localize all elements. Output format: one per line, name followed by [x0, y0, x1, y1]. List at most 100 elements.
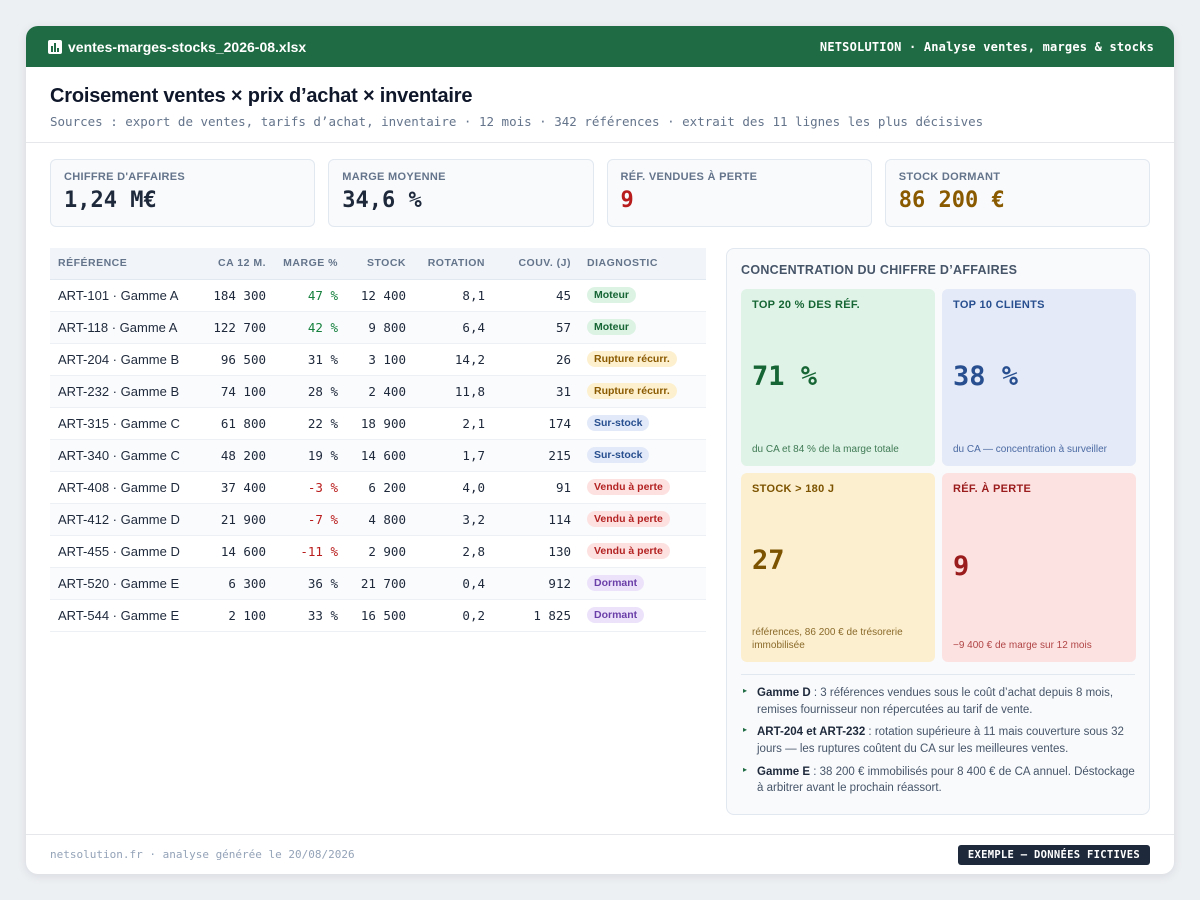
cell-margin[interactable]: 19 % [274, 439, 346, 472]
cell-rotation[interactable]: 8,1 [414, 279, 493, 312]
cell-rotation[interactable]: 0,2 [414, 599, 493, 632]
cell-margin[interactable]: 33 % [274, 599, 346, 632]
cell-diagnostic[interactable]: Sur-stock [579, 439, 706, 472]
cell-coverage[interactable]: 1 825 [493, 599, 579, 632]
column-header-margin[interactable]: MARGE % [274, 248, 346, 280]
cell-stock[interactable]: 6 200 [346, 471, 414, 504]
cell-stock[interactable]: 2 900 [346, 535, 414, 568]
arrow-right-icon: ▸ [743, 686, 748, 695]
cell-reference[interactable]: ART-118 · Gamme A [50, 311, 190, 344]
cell-rotation[interactable]: 0,4 [414, 567, 493, 600]
cell-reference[interactable]: ART-455 · Gamme D [50, 535, 190, 568]
cell-diagnostic[interactable]: Vendu à perte [579, 471, 706, 504]
cell-revenue[interactable]: 61 800 [190, 407, 274, 440]
cell-rotation[interactable]: 1,7 [414, 439, 493, 472]
cell-stock[interactable]: 18 900 [346, 407, 414, 440]
cell-margin[interactable]: -3 % [274, 471, 346, 504]
cell-coverage[interactable]: 57 [493, 311, 579, 344]
cell-revenue[interactable]: 6 300 [190, 567, 274, 600]
table-row[interactable]: ART-232 · Gamme B 74 100 28 % 2 400 11,8 31 Ru… [50, 375, 706, 408]
cell-reference[interactable]: ART-544 · Gamme E [50, 599, 190, 632]
cell-revenue[interactable]: 37 400 [190, 471, 274, 504]
cell-revenue[interactable]: 14 600 [190, 535, 274, 568]
cell-stock[interactable]: 12 400 [346, 279, 414, 312]
cell-stock[interactable]: 4 800 [346, 503, 414, 536]
cell-reference[interactable]: ART-408 · Gamme D [50, 471, 190, 504]
cell-coverage[interactable]: 912 [493, 567, 579, 600]
cell-revenue[interactable]: 2 100 [190, 599, 274, 632]
cell-margin[interactable]: 36 % [274, 567, 346, 600]
cell-revenue[interactable]: 48 200 [190, 439, 274, 472]
column-header-rotation[interactable]: ROTATION [414, 248, 493, 280]
cell-diagnostic[interactable]: Dormant [579, 567, 706, 600]
cell-margin[interactable]: 28 % [274, 375, 346, 408]
cell-reference[interactable]: ART-315 · Gamme C [50, 407, 190, 440]
table-row[interactable]: ART-412 · Gamme D 21 900 -7 % 4 800 3,2 114 Ve… [50, 503, 706, 536]
table-row[interactable]: ART-118 · Gamme A 122 700 42 % 9 800 6,4 57 Mo… [50, 311, 706, 344]
table-row[interactable]: ART-101 · Gamme A 184 300 47 % 12 400 8,1 45 M… [50, 279, 706, 312]
cell-reference[interactable]: ART-520 · Gamme E [50, 567, 190, 600]
cell-coverage[interactable]: 31 [493, 375, 579, 408]
cell-coverage[interactable]: 130 [493, 535, 579, 568]
cell-diagnostic[interactable]: Sur-stock [579, 407, 706, 440]
cell-stock[interactable]: 21 700 [346, 567, 414, 600]
cell-diagnostic[interactable]: Dormant [579, 599, 706, 632]
cell-rotation[interactable]: 3,2 [414, 503, 493, 536]
table-row[interactable]: ART-455 · Gamme D 14 600 -11 % 2 900 2,8 130 V… [50, 535, 706, 568]
cell-rotation[interactable]: 14,2 [414, 343, 493, 376]
cell-coverage[interactable]: 174 [493, 407, 579, 440]
column-header-stock[interactable]: STOCK [346, 248, 414, 280]
cell-stock[interactable]: 3 100 [346, 343, 414, 376]
table-row[interactable]: ART-204 · Gamme B 96 500 31 % 3 100 14,2 26 Ru… [50, 343, 706, 376]
cell-reference[interactable]: ART-232 · Gamme B [50, 375, 190, 408]
cell-stock[interactable]: 2 400 [346, 375, 414, 408]
cell-margin[interactable]: -11 % [274, 535, 346, 568]
cell-stock[interactable]: 14 600 [346, 439, 414, 472]
column-header-diagnostic[interactable]: DIAGNOSTIC [579, 248, 706, 280]
cell-coverage[interactable]: 215 [493, 439, 579, 472]
cell-diagnostic[interactable]: Rupture récurr. [579, 375, 706, 408]
cell-reference[interactable]: ART-204 · Gamme B [50, 343, 190, 376]
cell-coverage[interactable]: 114 [493, 503, 579, 536]
cell-reference[interactable]: ART-412 · Gamme D [50, 503, 190, 536]
cell-revenue[interactable]: 184 300 [190, 279, 274, 312]
column-header-reference[interactable]: RÉFÉRENCE [50, 248, 190, 280]
title-bar: ventes-marges-stocks_2026-08.xlsx NETSOL… [26, 26, 1174, 67]
column-header-coverage[interactable]: COUV. (J) [493, 248, 579, 280]
cell-diagnostic[interactable]: Moteur [579, 279, 706, 312]
column-header-revenue[interactable]: CA 12 M. [190, 248, 274, 280]
references-table: RÉFÉRENCE CA 12 M. MARGE % STOCK ROTATIO… [50, 248, 706, 632]
cell-margin[interactable]: -7 % [274, 503, 346, 536]
cell-revenue[interactable]: 122 700 [190, 311, 274, 344]
table-row[interactable]: ART-408 · Gamme D 37 400 -3 % 6 200 4,0 91 Ven… [50, 471, 706, 504]
cell-diagnostic[interactable]: Vendu à perte [579, 535, 706, 568]
table-row[interactable]: ART-340 · Gamme C 48 200 19 % 14 600 1,7 215 S… [50, 439, 706, 472]
tile-label: RÉF. À PERTE [953, 483, 1032, 495]
cell-stock[interactable]: 16 500 [346, 599, 414, 632]
cell-margin[interactable]: 22 % [274, 407, 346, 440]
cell-diagnostic[interactable]: Rupture récurr. [579, 343, 706, 376]
cell-diagnostic[interactable]: Moteur [579, 311, 706, 344]
cell-diagnostic[interactable]: Vendu à perte [579, 503, 706, 536]
cell-margin[interactable]: 31 % [274, 343, 346, 376]
cell-coverage[interactable]: 91 [493, 471, 579, 504]
cell-rotation[interactable]: 11,8 [414, 375, 493, 408]
cell-revenue[interactable]: 21 900 [190, 503, 274, 536]
table-row[interactable]: ART-315 · Gamme C 61 800 22 % 18 900 2,1 174 S… [50, 407, 706, 440]
cell-rotation[interactable]: 2,8 [414, 535, 493, 568]
cell-reference[interactable]: ART-340 · Gamme C [50, 439, 190, 472]
cell-coverage[interactable]: 26 [493, 343, 579, 376]
cell-margin[interactable]: 42 % [274, 311, 346, 344]
tile-label: TOP 20 % DES RÉF. [752, 299, 861, 311]
cell-margin[interactable]: 47 % [274, 279, 346, 312]
cell-rotation[interactable]: 4,0 [414, 471, 493, 504]
cell-stock[interactable]: 9 800 [346, 311, 414, 344]
cell-rotation[interactable]: 2,1 [414, 407, 493, 440]
cell-coverage[interactable]: 45 [493, 279, 579, 312]
cell-revenue[interactable]: 96 500 [190, 343, 274, 376]
cell-reference[interactable]: ART-101 · Gamme A [50, 279, 190, 312]
cell-revenue[interactable]: 74 100 [190, 375, 274, 408]
cell-rotation[interactable]: 6,4 [414, 311, 493, 344]
